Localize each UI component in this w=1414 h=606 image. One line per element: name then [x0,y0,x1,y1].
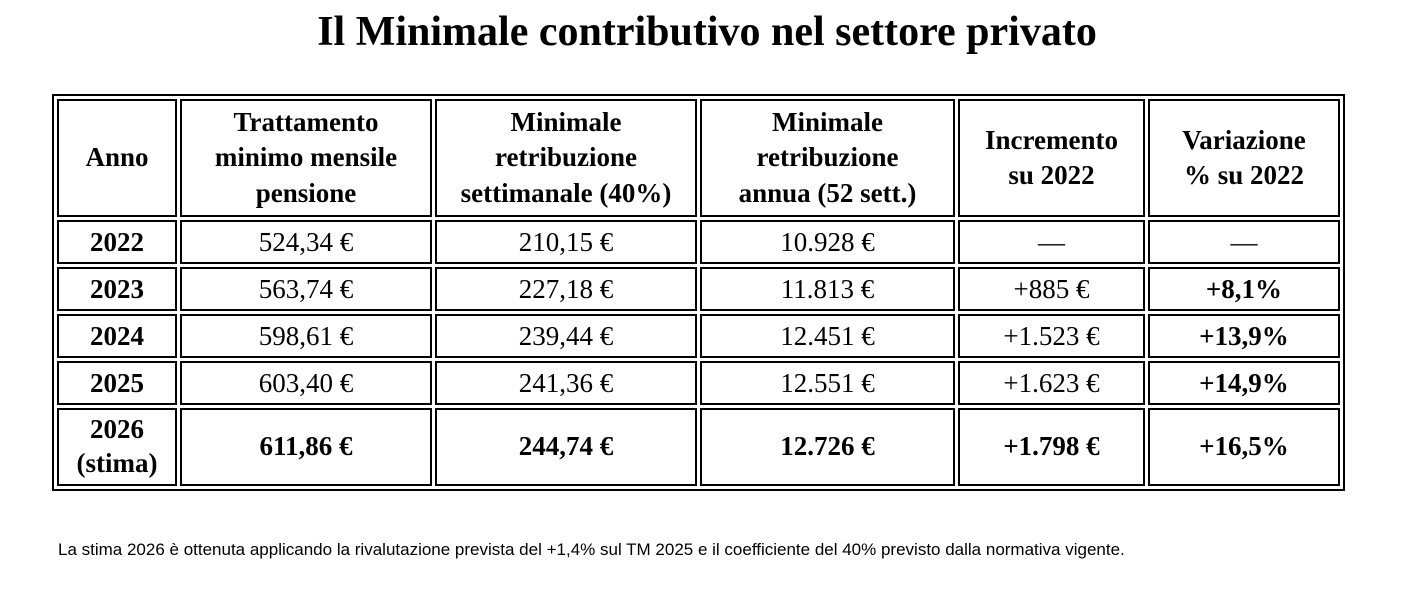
col-header-incremento: Incremento su 2022 [958,99,1145,217]
cell-incremento: +1.798 € [958,408,1145,486]
cell-trattamento-minimo: 598,61 € [180,314,432,358]
cell-variazione: — [1148,220,1340,264]
header-line: retribuzione [756,142,899,173]
col-header-minimale-annua: Minimale retribuzione annua (52 sett.) [700,99,955,217]
cell-anno: 2025 [57,361,177,405]
footnote: La stima 2026 è ottenuta applicando la r… [58,540,1125,559]
cell-incremento: +1.623 € [958,361,1145,405]
col-header-minimale-settimanale: Minimale retribuzione settimanale (40%) [435,99,697,217]
cell-trattamento-minimo: 563,74 € [180,267,432,311]
cell-variazione: +8,1% [1148,267,1340,311]
table-row-2026-stima: 2026 (stima) 611,86 € 244,74 € 12.726 € … [57,408,1340,486]
cell-anno: 2022 [57,220,177,264]
col-header-anno: Anno [57,99,177,217]
header-line: % su 2022 [1183,160,1305,190]
table-header-row: Anno Trattamento minimo mensile pensione… [57,99,1340,217]
cell-anno: 2026 (stima) [57,408,177,486]
contribution-table: Anno Trattamento minimo mensile pensione… [52,94,1345,491]
cell-incremento: +885 € [958,267,1145,311]
cell-minimale-settimanale: 227,18 € [435,267,697,311]
header-line: Variazione [1182,124,1306,155]
cell-minimale-annua: 12.726 € [700,408,955,486]
header-line: Trattamento [233,107,379,138]
page-title: Il Minimale contributivo nel settore pri… [317,9,1097,55]
table-row-2022: 2022 524,34 € 210,15 € 10.928 € — — [57,220,1340,264]
cell-incremento: — [958,220,1145,264]
col-header-variazione: Variazione % su 2022 [1148,99,1340,217]
cell-variazione: +13,9% [1148,314,1340,358]
cell-anno: 2024 [57,314,177,358]
cell-anno: 2023 [57,267,177,311]
header-line: pensione [255,177,357,208]
cell-variazione: +14,9% [1148,361,1340,405]
table-row-2024: 2024 598,61 € 239,44 € 12.451 € +1.523 €… [57,314,1340,358]
cell-incremento: +1.523 € [958,314,1145,358]
cell-minimale-annua: 11.813 € [700,267,955,311]
table-row-2023: 2023 563,74 € 227,18 € 11.813 € +885 € +… [57,267,1340,311]
table-row-2025: 2025 603,40 € 241,36 € 12.551 € +1.623 €… [57,361,1340,405]
header-line: Anno [85,142,149,173]
cell-trattamento-minimo: 611,86 € [180,408,432,486]
cell-minimale-settimanale: 210,15 € [435,220,697,264]
header-line: su 2022 [1008,160,1095,190]
col-header-trattamento-minimo: Trattamento minimo mensile pensione [180,99,432,217]
header-line: Incremento [985,124,1118,155]
cell-minimale-annua: 12.451 € [700,314,955,358]
header-line: annua (52 sett.) [738,177,917,208]
header-line: Minimale [772,107,883,138]
header-line: retribuzione [495,142,637,173]
cell-minimale-settimanale: 239,44 € [435,314,697,358]
header-line: settimanale (40%) [460,177,672,208]
cell-variazione: +16,5% [1148,408,1340,486]
header-line: minimo mensile [214,142,398,173]
cell-trattamento-minimo: 603,40 € [180,361,432,405]
cell-minimale-annua: 10.928 € [700,220,955,264]
page: Il Minimale contributivo nel settore pri… [0,8,1414,606]
header-line: Minimale [510,107,622,138]
cell-minimale-settimanale: 244,74 € [435,408,697,486]
cell-minimale-annua: 12.551 € [700,361,955,405]
cell-trattamento-minimo: 524,34 € [180,220,432,264]
cell-minimale-settimanale: 241,36 € [435,361,697,405]
